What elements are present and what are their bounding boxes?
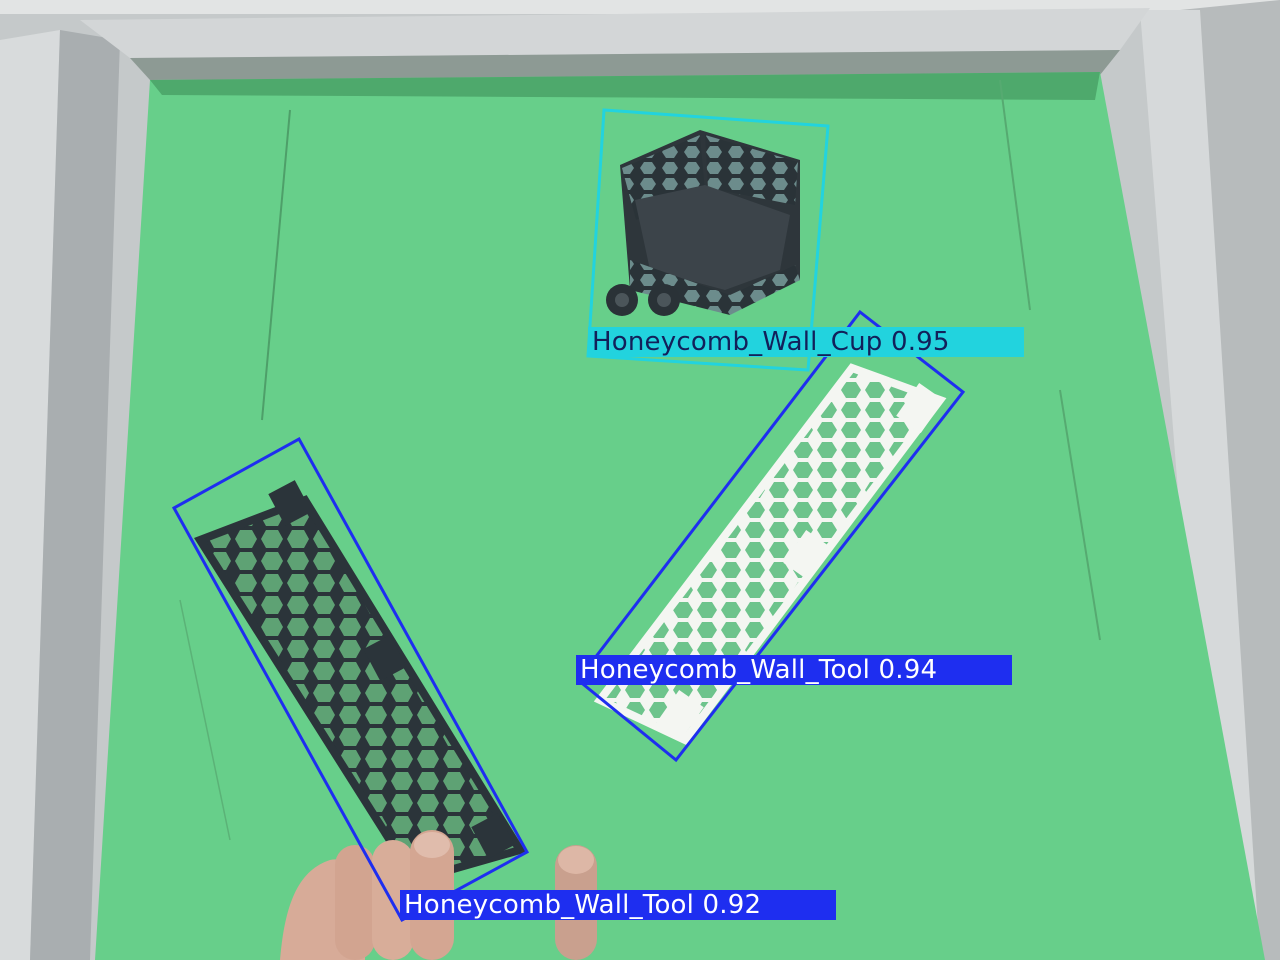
detection-label-cup: Honeycomb_Wall_Cup 0.95 (588, 327, 1024, 357)
honeycomb-tool-white (593, 363, 947, 746)
detection-label-tool-dark: Honeycomb_Wall_Tool 0.92 (400, 890, 836, 920)
honeycomb-tool-dark (194, 480, 527, 885)
hand (280, 830, 597, 960)
honeycomb-cup (606, 130, 800, 316)
bbox-cup (586, 108, 830, 372)
detection-label-tool-white: Honeycomb_Wall_Tool 0.94 (576, 655, 1012, 685)
bbox-tool-white (575, 309, 966, 763)
bbox-tool-dark (171, 436, 530, 923)
